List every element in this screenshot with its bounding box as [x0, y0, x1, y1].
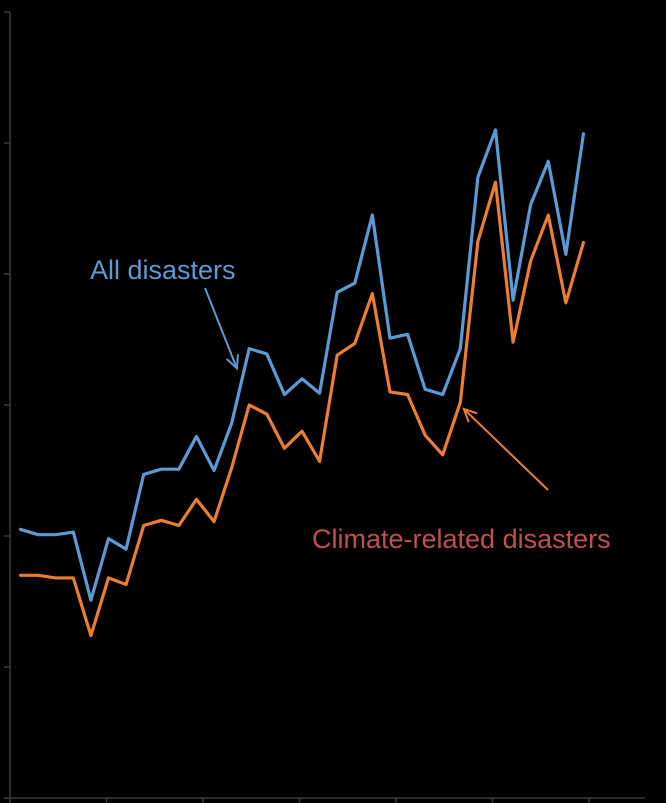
annotation-all-disasters-label: All disasters [90, 255, 236, 285]
annotation-all-disasters-arrowhead [225, 354, 239, 371]
x-axis [9, 797, 645, 803]
series-line-all-disasters [18, 128, 586, 602]
annotation-all-disasters-arrow [204, 287, 238, 369]
annotation-climate-related-disasters-label: Climate-related disasters [312, 524, 611, 554]
x-axis-ticks [9, 798, 590, 803]
annotation-climate-related-disasters-arrow [463, 408, 549, 491]
annotation-climate-related-disasters: Climate-related disasters [312, 407, 611, 554]
y-axis-ticks [4, 11, 10, 799]
series-layer [18, 128, 586, 638]
annotation-all-disasters: All disasters [90, 255, 239, 371]
annotation-climate-related-disasters-arrowhead [462, 407, 478, 423]
series-line-climate-related-disasters [18, 180, 586, 638]
y-axis [4, 11, 11, 799]
